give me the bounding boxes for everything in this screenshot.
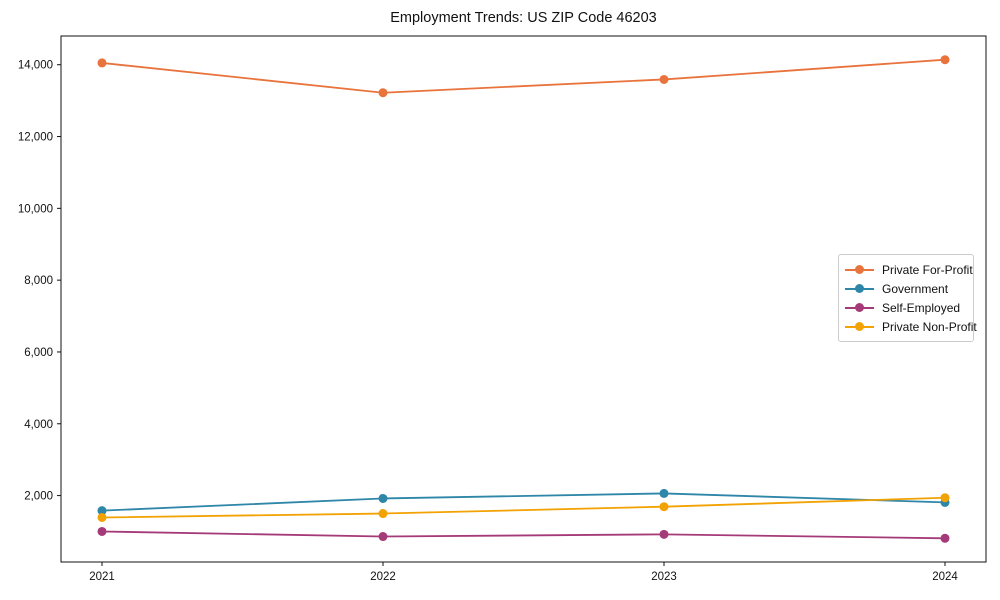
data-point — [378, 532, 388, 542]
data-point — [659, 74, 669, 84]
data-point — [659, 529, 669, 539]
series-line — [101, 530, 946, 540]
chart-title: Employment Trends: US ZIP Code 46203 — [390, 10, 657, 26]
data-point — [659, 502, 669, 512]
legend-item-private-non-profit: Private Non-Profit — [845, 317, 977, 336]
series-line — [101, 492, 946, 512]
y-tick-label: 4,000 — [24, 419, 53, 431]
x-tick-label: 2023 — [651, 571, 677, 583]
legend: Private For-Profit Government Self-Emplo… — [838, 254, 977, 342]
data-point — [97, 506, 107, 516]
data-point — [97, 526, 107, 536]
data-point — [659, 488, 669, 498]
legend-item-private-for-profit: Private For-Profit — [845, 260, 973, 279]
legend-label: Private Non-Profit — [882, 319, 977, 334]
plot-frame — [60, 35, 987, 563]
y-tick-label: 14,000 — [18, 60, 53, 72]
y-tick-label: 8,000 — [24, 275, 53, 287]
x-tick-label: 2021 — [89, 571, 115, 583]
legend-label: Self-Employed — [882, 300, 961, 315]
legend-label: Government — [882, 281, 949, 296]
line-marker-swatch — [845, 265, 874, 275]
data-point — [378, 88, 388, 98]
y-tick-label: 10,000 — [18, 203, 53, 215]
data-point — [97, 512, 107, 522]
x-tick-label: 2022 — [370, 571, 396, 583]
legend-item-self-employed: Self-Employed — [845, 298, 965, 317]
x-tick-label: 2024 — [932, 571, 958, 583]
series-line — [101, 496, 946, 519]
y-tick-label: 6,000 — [24, 347, 53, 359]
line-marker-swatch — [845, 303, 874, 313]
y-tick-label: 2,000 — [24, 491, 53, 503]
legend-label: Private For-Profit — [882, 262, 973, 277]
data-point — [378, 493, 388, 503]
data-point — [97, 58, 107, 68]
data-point — [940, 493, 950, 503]
line-marker-swatch — [845, 322, 874, 332]
line-marker-swatch — [845, 284, 874, 294]
legend-item-government: Government — [845, 279, 965, 298]
y-tick-label: 12,000 — [18, 132, 53, 144]
data-point — [940, 533, 950, 543]
series-line — [101, 58, 946, 94]
data-point — [378, 509, 388, 519]
data-point — [940, 55, 950, 65]
